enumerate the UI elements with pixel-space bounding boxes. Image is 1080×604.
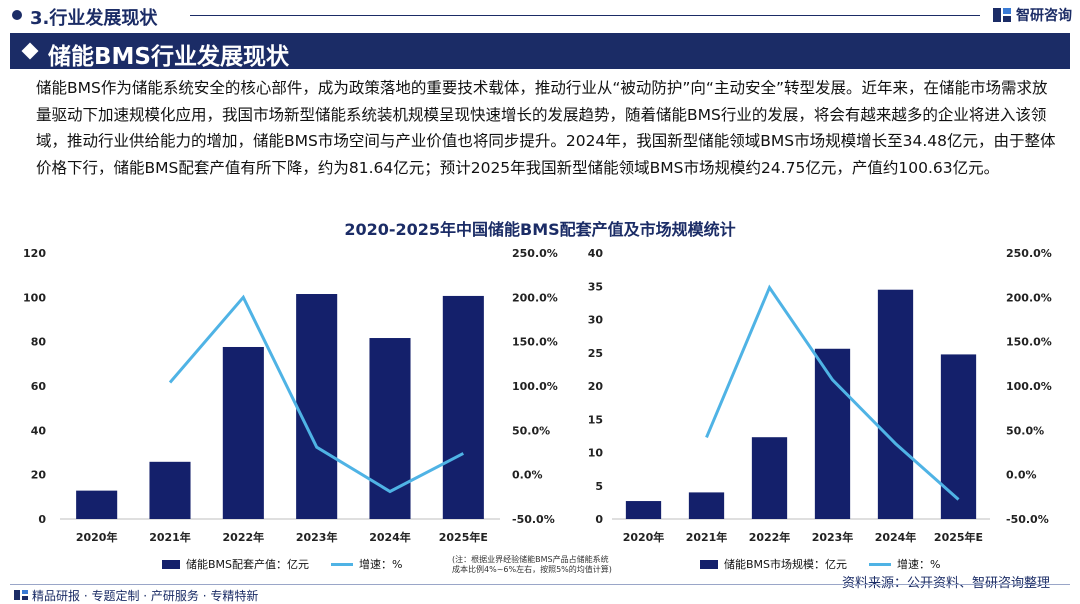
x-tick-label: 2024年 bbox=[369, 530, 411, 544]
legend-bar-label: 储能BMS配套产值：亿元 bbox=[186, 558, 310, 571]
chart-output-value: 0 20 40 60 80 100 120 -50.0% 0.0% 50.0% 100.0% 150.… bbox=[23, 247, 558, 544]
y-right-tick-label: 150.0% bbox=[512, 336, 558, 349]
title-bar: 储能BMS行业发展现状 bbox=[10, 33, 1070, 70]
section-heading: 3.行业发展现状 bbox=[30, 8, 158, 29]
header-rule bbox=[190, 15, 980, 16]
y-left-tick-label: 100 bbox=[23, 291, 46, 304]
y-right-tick-label: 250.0% bbox=[1006, 247, 1052, 260]
bar bbox=[814, 348, 851, 519]
footer: 精品研报 · 专题定制 · 产研服务 · 专精特新 bbox=[0, 584, 1080, 604]
y-left-tick-label: 40 bbox=[588, 247, 604, 260]
bar bbox=[751, 437, 788, 519]
legend-bar-swatch bbox=[700, 559, 718, 569]
y-left-tick-label: 120 bbox=[23, 247, 46, 260]
y-right-tick-label: 0.0% bbox=[1006, 469, 1037, 482]
y-left-tick-label: 20 bbox=[31, 469, 47, 482]
y-right-tick-label: 150.0% bbox=[1006, 336, 1052, 349]
legend-right: 储能BMS市场规模：亿元 增速：% bbox=[700, 556, 940, 572]
chart-title: 2020-2025年中国储能BMS配套产值及市场规模统计 bbox=[344, 220, 736, 239]
y-left-tick-label: 15 bbox=[588, 413, 603, 426]
x-tick-label: 2021年 bbox=[686, 530, 728, 544]
bar bbox=[877, 289, 914, 519]
bar bbox=[296, 294, 338, 519]
charts-canvas: 020406080100120-50.0%0.0%50.0%100.0%150.… bbox=[23, 247, 1052, 544]
footer-rule bbox=[10, 584, 1070, 585]
page-title: 储能BMS行业发展现状 bbox=[48, 44, 289, 70]
x-tick-label: 2024年 bbox=[875, 530, 917, 544]
y-left-tick-label: 0 bbox=[595, 513, 603, 526]
y-left-tick-label: 25 bbox=[588, 347, 603, 360]
x-tick-label: 2020年 bbox=[623, 530, 665, 544]
bar bbox=[940, 354, 977, 519]
y-right-tick-label: 250.0% bbox=[512, 247, 558, 260]
x-tick-label: 2022年 bbox=[749, 530, 791, 544]
y-right-tick-label: -50.0% bbox=[1006, 513, 1049, 526]
legend-bar-label: 储能BMS市场规模：亿元 bbox=[724, 558, 848, 571]
legend-line-label: 增速：% bbox=[897, 558, 941, 571]
y-right-tick-label: 200.0% bbox=[512, 291, 558, 304]
diamond-icon bbox=[21, 42, 39, 60]
x-tick-label: 2025年E bbox=[934, 530, 983, 544]
note-line-1: (注：根据业界经验储能BMS产品占储能系统 bbox=[452, 555, 609, 564]
x-tick-label: 2025年E bbox=[439, 530, 488, 544]
y-right-tick-label: 0.0% bbox=[512, 469, 543, 482]
y-left-tick-label: 80 bbox=[31, 336, 47, 349]
bar bbox=[688, 492, 725, 519]
bar bbox=[149, 461, 191, 519]
legend-line-swatch bbox=[331, 562, 354, 566]
y-left-tick-label: 20 bbox=[588, 380, 604, 393]
source-note: 资料来源：公开资料、智研咨询整理 bbox=[841, 576, 1050, 591]
x-tick-label: 2023年 bbox=[812, 530, 854, 544]
body-paragraph: 储能BMS作为储能系统安全的核心部件，成为政策落地的重要技术载体，推动行业从“被… bbox=[36, 79, 1056, 177]
growth-line bbox=[168, 294, 464, 494]
footer-text: 精品研报 · 专题定制 · 产研服务 · 专精特新 bbox=[32, 589, 259, 603]
y-right-tick-label: 100.0% bbox=[512, 380, 558, 393]
footer-logo-icon bbox=[14, 590, 28, 600]
legend-line-label: 增速：% bbox=[359, 558, 403, 571]
growth-line bbox=[705, 284, 960, 501]
x-tick-label: 2023年 bbox=[296, 530, 338, 544]
y-left-tick-label: 5 bbox=[595, 480, 603, 493]
y-left-tick-label: 40 bbox=[31, 424, 47, 437]
bar bbox=[222, 346, 264, 519]
chart-note: (注：根据业界经验储能BMS产品占储能系统 成本比例4%~6%左右，按照5%的均… bbox=[452, 555, 612, 575]
bar bbox=[369, 338, 411, 519]
chart-market-size: 0 5 10 15 20 25 30 35 40 -50.0% 0.0% 50.0% 100.0% 150… bbox=[588, 247, 1052, 544]
y-left-tick-label: 0 bbox=[38, 513, 46, 526]
bar bbox=[442, 295, 484, 519]
y-right-tick-label: 200.0% bbox=[1006, 291, 1052, 304]
note-line-2: 成本比例4%~6%左右，按照5%的均值计算) bbox=[452, 565, 612, 574]
y-right-tick-label: -50.0% bbox=[512, 513, 555, 526]
legend-left: 储能BMS配套产值：亿元 增速：% bbox=[162, 556, 402, 572]
brand-name: 智研咨询 bbox=[1016, 8, 1072, 24]
bar bbox=[625, 501, 662, 519]
x-tick-label: 2021年 bbox=[149, 530, 191, 544]
y-left-tick-label: 30 bbox=[588, 314, 604, 327]
y-right-tick-label: 50.0% bbox=[1006, 424, 1044, 437]
y-left-tick-label: 10 bbox=[588, 447, 604, 460]
top-bar: 3.行业发展现状 智研咨询 bbox=[0, 0, 1080, 32]
x-tick-label: 2022年 bbox=[223, 530, 265, 544]
legend-line-swatch bbox=[869, 562, 892, 566]
y-left-tick-label: 35 bbox=[588, 280, 603, 293]
bar bbox=[76, 490, 118, 519]
x-tick-label: 2020年 bbox=[76, 530, 118, 544]
y-right-tick-label: 100.0% bbox=[1006, 380, 1052, 393]
brand-logo-icon bbox=[993, 8, 1011, 22]
y-left-tick-label: 60 bbox=[31, 380, 47, 393]
y-right-tick-label: 50.0% bbox=[512, 424, 550, 437]
section-bullet-icon bbox=[12, 10, 22, 20]
legend-bar-swatch bbox=[162, 559, 180, 569]
brand: 智研咨询 bbox=[992, 5, 1072, 25]
